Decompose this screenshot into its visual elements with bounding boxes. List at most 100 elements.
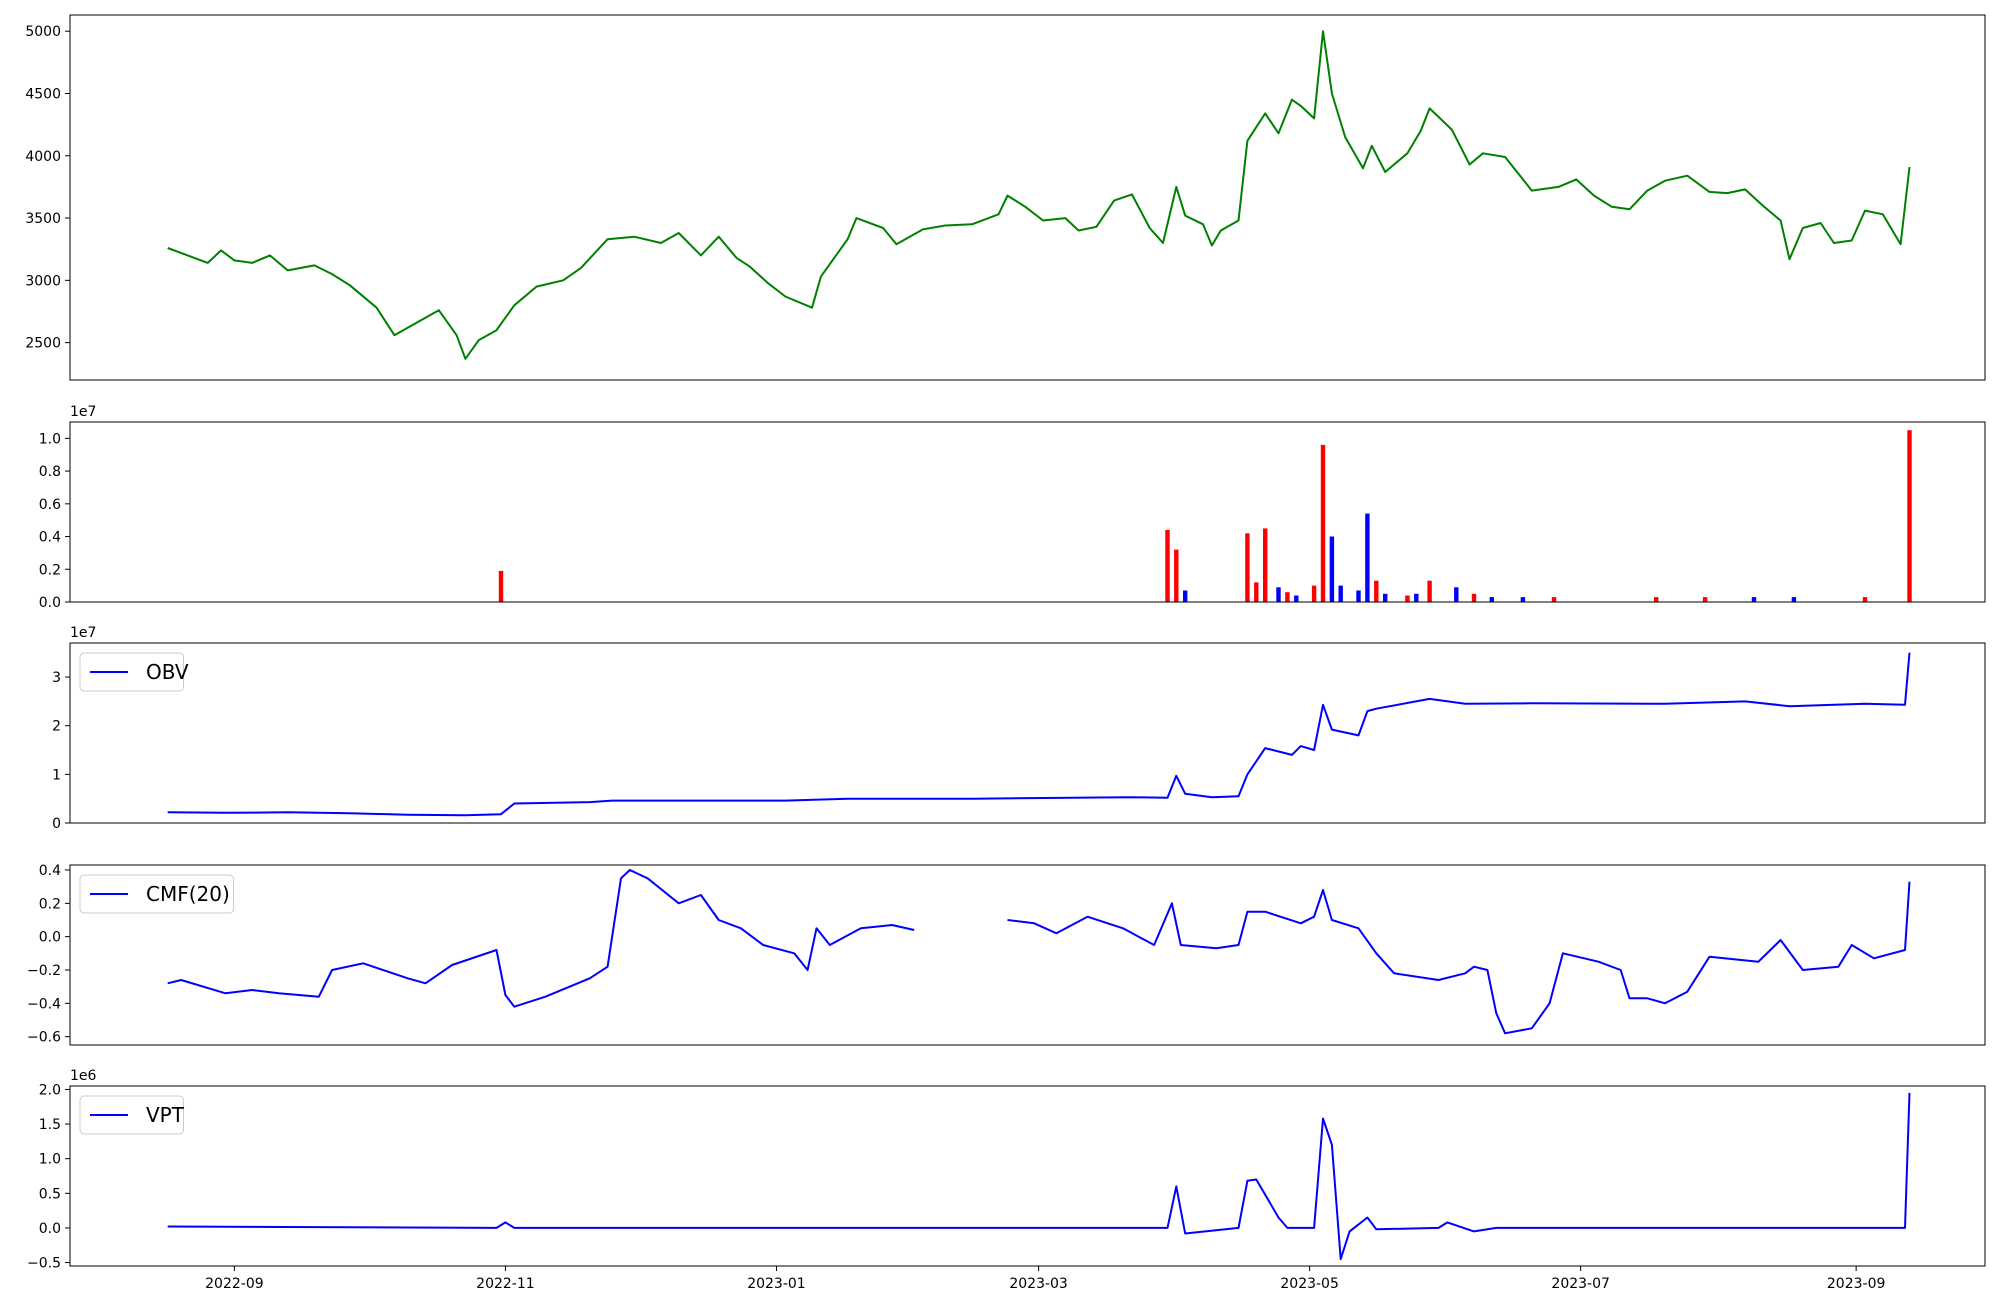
volume-bar — [1862, 597, 1868, 602]
y-tick-label: 1 — [52, 767, 61, 783]
y-tick-label: −0.6 — [27, 1030, 61, 1046]
y-tick-label: 2.0 — [39, 1082, 61, 1098]
volume-bar — [1374, 580, 1379, 602]
x-tick-label: 2023-03 — [1009, 1276, 1068, 1292]
volume-bar — [1165, 530, 1170, 602]
volume-bar — [1311, 585, 1317, 602]
volume-bar — [1285, 592, 1290, 602]
y-tick-label: 1.0 — [39, 431, 61, 447]
volume-bar — [1907, 430, 1912, 602]
panel-price: 2500 3000 3500 4000 4500 5000 — [25, 14, 1986, 381]
y-tick-label: 1.5 — [39, 1117, 61, 1133]
y-tick-label: 2 — [52, 719, 61, 735]
volume-bar — [1245, 533, 1250, 602]
volume-bar — [1254, 582, 1259, 602]
legend: CMF(20) — [79, 874, 234, 914]
legend-box — [79, 652, 184, 692]
y-tick-label: 0.0 — [39, 1221, 61, 1237]
x-tick-label: 2022-11 — [476, 1276, 535, 1292]
y-tick-label: 0.4 — [39, 863, 61, 879]
volume-bar — [1365, 513, 1370, 602]
y-tick-label: 1.0 — [39, 1152, 61, 1168]
y-tick-label: 0.2 — [39, 896, 61, 912]
data-layer — [498, 430, 1912, 602]
axes-frame — [69, 421, 1986, 603]
panel-volume: 0.0 0.2 0.4 0.6 0.8 1.0 1e7 — [39, 404, 1986, 611]
axes-frame — [69, 1085, 1986, 1267]
volume-bar — [1263, 528, 1268, 602]
series-line — [167, 869, 915, 1008]
y-tick-label: 0.2 — [39, 562, 61, 578]
data-layer — [167, 30, 1911, 360]
volume-bar — [1356, 590, 1361, 602]
volume-bar — [1183, 590, 1188, 602]
data-layer — [167, 869, 1911, 1035]
y-tick-label: 4500 — [25, 86, 61, 102]
y-tick-label: 4000 — [25, 149, 61, 165]
legend: OBV — [79, 652, 189, 692]
volume-bar — [1294, 595, 1299, 602]
volume-bar — [1702, 597, 1708, 602]
legend-box — [79, 874, 234, 914]
axis-offset-text: 1e6 — [70, 1068, 97, 1084]
axis-offset-text: 1e7 — [70, 625, 96, 641]
axis-offset-text: 1e7 — [70, 404, 96, 420]
legend-box — [79, 1095, 184, 1135]
y-tick-label: 0.0 — [39, 595, 61, 611]
y-tick-label: 3 — [52, 670, 61, 686]
volume-bar — [1338, 585, 1343, 602]
data-layer — [167, 652, 1911, 817]
x-tick-label: 2023-05 — [1280, 1276, 1339, 1292]
panel-obv: 0 1 2 3 1e7 OBV — [52, 625, 1986, 832]
volume-bar — [1405, 595, 1410, 602]
volume-bar — [1414, 593, 1419, 602]
y-tick-label: 2500 — [25, 336, 61, 352]
volume-bar — [1489, 597, 1494, 602]
series-line — [167, 1092, 1911, 1261]
panel-vpt: −0.5 0.0 0.5 1.0 1.5 2.0 1e6 VPT — [27, 1068, 1986, 1272]
x-tick-label: 2023-09 — [1827, 1276, 1886, 1292]
volume-bar — [1427, 580, 1432, 602]
volume-bar — [1751, 597, 1757, 602]
y-tick-label: 0.4 — [39, 530, 61, 546]
x-tick-label: 2023-07 — [1551, 1276, 1610, 1292]
y-tick-label: 0.0 — [39, 930, 61, 946]
y-tick-label: 0.6 — [39, 497, 61, 513]
y-tick-label: 3000 — [25, 273, 61, 289]
y-tick-label: −0.2 — [27, 963, 61, 979]
y-tick-label: 3500 — [25, 211, 61, 227]
x-tick-label: 2023-01 — [747, 1276, 806, 1292]
volume-bar — [1276, 587, 1281, 602]
y-tick-label: −0.4 — [27, 996, 61, 1012]
volume-bar — [1383, 593, 1388, 602]
y-tick-label: −0.5 — [27, 1256, 61, 1272]
x-axis-ticks: 2022-09 2022-11 2023-01 2023-03 2023-05 2023-… — [205, 1266, 1885, 1292]
volume-bar — [1551, 597, 1557, 602]
axes-frame — [69, 864, 1986, 1046]
series-line — [167, 652, 1911, 817]
volume-bar — [1791, 597, 1797, 602]
series-line — [167, 30, 1911, 360]
volume-bar — [1329, 536, 1335, 602]
volume-bar — [1174, 549, 1179, 602]
volume-bar — [498, 570, 504, 602]
legend-label: VPT — [146, 1103, 185, 1127]
volume-bar — [1320, 444, 1326, 602]
legend-label: OBV — [146, 660, 189, 684]
data-layer — [167, 1092, 1911, 1261]
series-line — [1007, 881, 1911, 1035]
y-tick-label: 0.5 — [39, 1186, 61, 1202]
volume-bar — [1471, 593, 1477, 602]
y-tick-label: 0.8 — [39, 464, 61, 480]
x-tick-label: 2022-09 — [205, 1276, 264, 1292]
axes-frame — [69, 642, 1986, 824]
legend: VPT — [79, 1095, 185, 1135]
y-tick-label: 0 — [52, 816, 61, 832]
volume-bar — [1454, 587, 1459, 602]
legend-label: CMF(20) — [146, 882, 230, 906]
volume-bar — [1654, 597, 1659, 602]
axes-frame — [69, 14, 1986, 381]
panel-cmf: −0.6 −0.4 −0.2 0.0 0.2 0.4 CMF(20) — [27, 863, 1986, 1046]
